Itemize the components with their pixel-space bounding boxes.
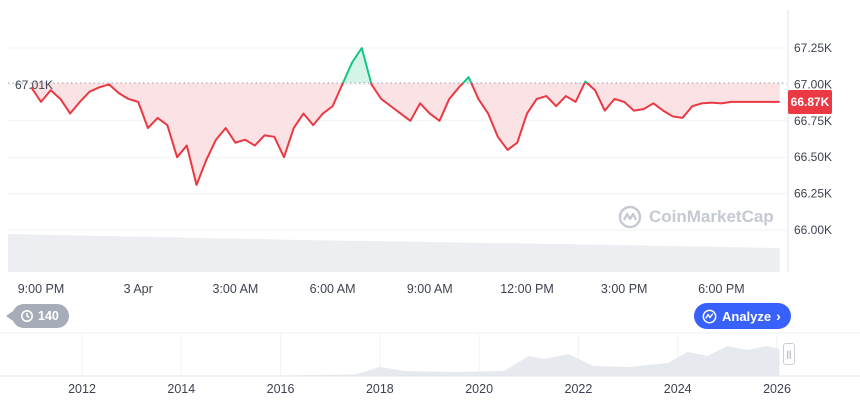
y-tick-label: 67.25K [794,41,832,55]
x-tick-label: 3:00 AM [212,282,258,296]
y-tick-label: 66.75K [794,114,832,128]
chevron-right-icon: › [776,308,781,324]
area-fill-below-reference [31,82,780,185]
reference-price-label: 67.01K [15,78,54,92]
navigator-handle[interactable]: || [783,343,795,365]
navigator-year-label: 2018 [366,382,394,396]
y-tick-label: 66.50K [794,150,832,164]
x-tick-label: 12:00 PM [500,282,554,296]
price-line-below [30,82,780,186]
analyze-label: Analyze [722,308,772,324]
current-price-badge: 66.87K [788,90,832,114]
watermark-text: CoinMarketCap [649,207,774,226]
y-tick-label: 66.00K [794,223,832,237]
navigator-area [32,346,780,376]
x-tick-label: 3 Apr [124,282,153,296]
x-tick-label: 6:00 PM [698,282,745,296]
x-tick-label: 6:00 AM [310,282,356,296]
x-tick-label: 3:00 PM [601,282,648,296]
history-count-label: 140 [38,309,59,323]
x-tick-label: 9:00 AM [407,282,453,296]
y-tick-label: 66.25K [794,187,832,201]
analyze-icon [702,309,717,323]
navigator-year-label: 2026 [763,382,791,396]
navigator-year-label: 2024 [664,382,692,396]
navigator-year-label: 2016 [267,382,295,396]
navigator-year-label: 2012 [68,382,96,396]
coinmarketcap-logo-icon [618,205,642,229]
y-tick-label: 67.00K [794,77,832,91]
x-tick-label: 9:00 PM [18,282,65,296]
history-count-button[interactable]: 140 [6,304,69,328]
navigator-year-label: 2014 [167,382,195,396]
watermark: CoinMarketCap [618,205,774,229]
volume-area [8,234,780,272]
history-icon [21,310,33,322]
analyze-button[interactable]: Analyze › [694,303,791,329]
navigator-year-label: 2022 [565,382,593,396]
navigator-year-label: 2020 [465,382,493,396]
